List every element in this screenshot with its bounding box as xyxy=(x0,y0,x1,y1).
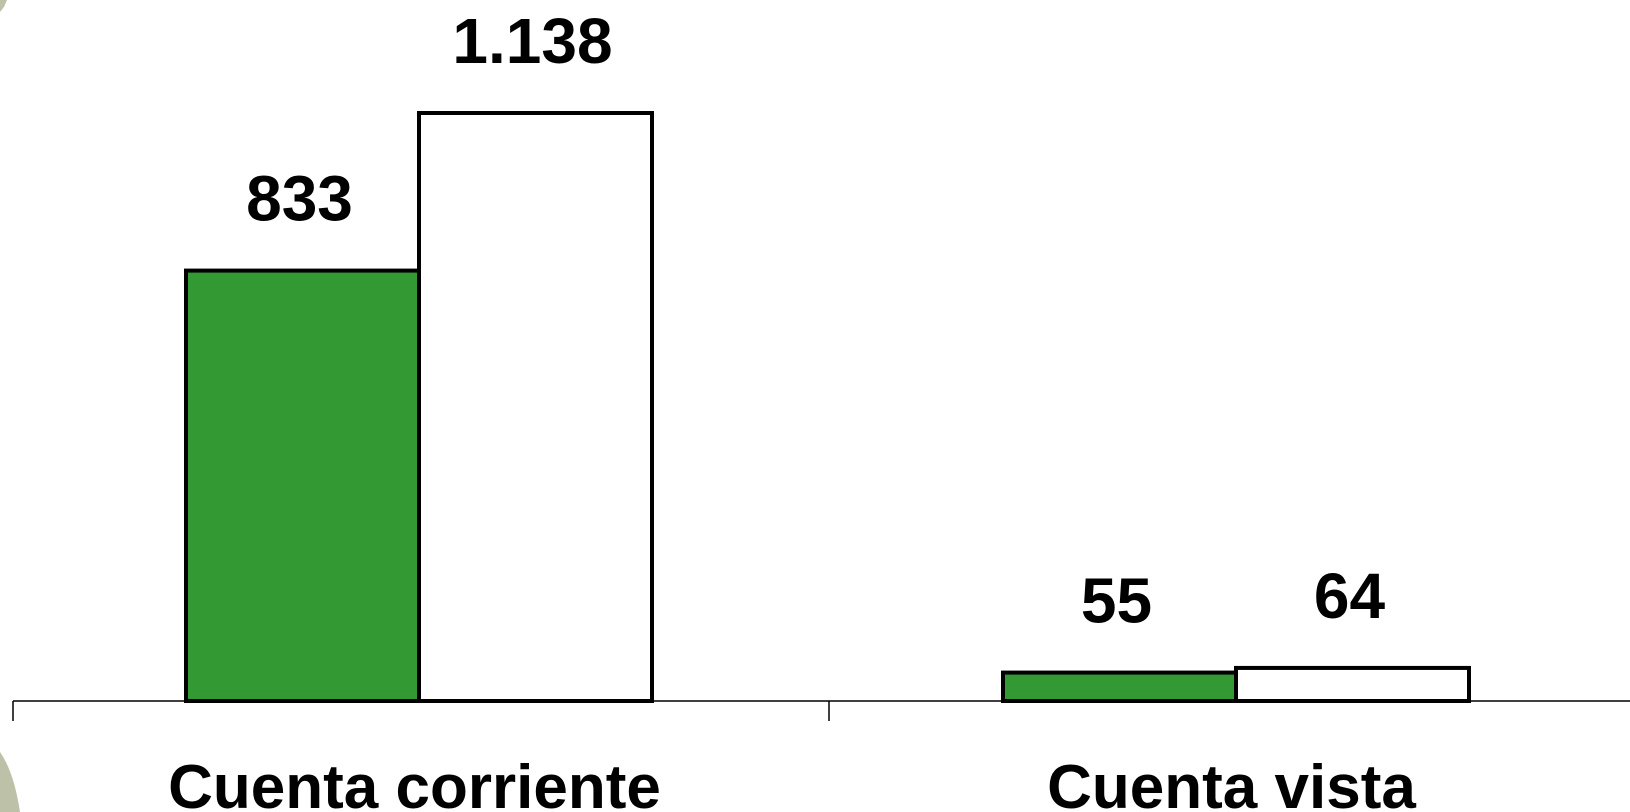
axis-layer xyxy=(12,700,1630,721)
category-label-1: Cuenta corriente xyxy=(168,753,661,812)
bar-series1-2 xyxy=(1001,670,1238,704)
labels-layer: 833 1.138 Cuenta corriente 55 64 Cuenta vista xyxy=(168,5,1416,812)
corner-decoration-bottom xyxy=(0,752,20,812)
bar-series2-2 xyxy=(1234,665,1471,703)
corner-decoration-top xyxy=(0,0,7,12)
data-label-series2-1: 1.138 xyxy=(452,5,612,77)
data-label-series1-1: 833 xyxy=(246,163,353,235)
bars-layer xyxy=(184,111,1471,704)
category-label-2: Cuenta vista xyxy=(1047,753,1416,812)
bar-series1-1 xyxy=(184,268,421,703)
data-label-series2-2: 64 xyxy=(1314,560,1386,632)
bar-series2-1 xyxy=(417,111,654,703)
data-label-series1-2: 55 xyxy=(1081,565,1152,637)
